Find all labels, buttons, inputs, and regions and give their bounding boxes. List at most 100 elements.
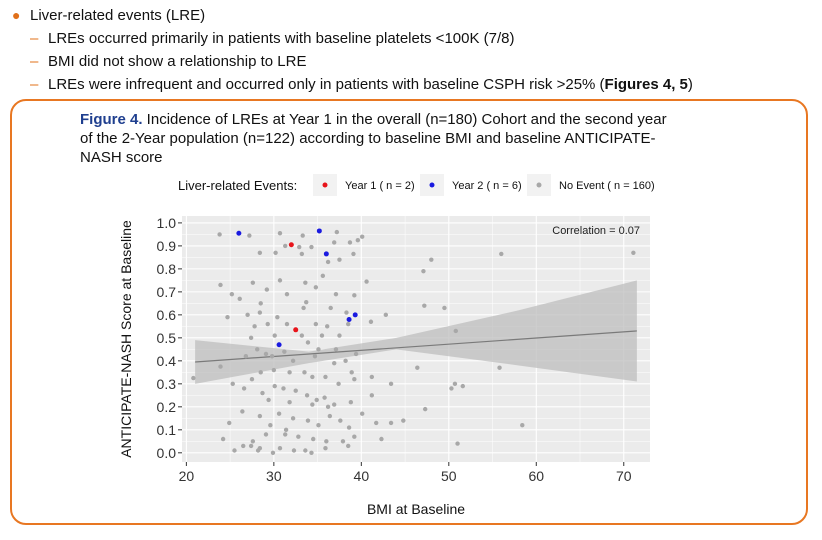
point-no-event	[287, 400, 292, 405]
y-tick-label: 1.0	[157, 215, 177, 231]
point-no-event	[284, 321, 290, 327]
point-no-event	[217, 232, 222, 237]
point-no-event	[422, 303, 427, 308]
point-no-event	[282, 349, 287, 354]
point-year2	[276, 342, 282, 348]
point-no-event	[283, 427, 289, 433]
point-no-event	[325, 324, 330, 329]
y-axis-label: ANTICIPATE-NASH Score at Baseline	[118, 220, 134, 458]
point-no-event	[348, 400, 354, 405]
point-no-event	[301, 305, 306, 311]
y-tick-label: 0.0	[157, 445, 177, 461]
point-no-event	[360, 234, 365, 239]
point-year2	[236, 230, 242, 236]
point-no-event	[290, 416, 296, 421]
point-no-event	[304, 300, 309, 305]
point-no-event	[453, 328, 459, 334]
point-no-event	[337, 333, 342, 338]
point-year2	[346, 316, 352, 322]
legend-label: Year 1 ( n = 2)	[345, 180, 415, 192]
point-no-event	[291, 448, 297, 453]
point-no-event	[248, 335, 254, 341]
point-no-event	[257, 413, 263, 419]
point-no-event	[351, 251, 356, 257]
point-no-event	[388, 420, 394, 426]
bullet-sub-2: – BMI did not show a relationship to LRE	[12, 50, 812, 73]
y-tick-label: 0.7	[157, 284, 177, 300]
point-no-event	[237, 296, 242, 301]
y-axis-ticks: 0.0 0.1 0.2 0.3 0.4 0.5 0.6 0.7 0.8 0.9 1.0	[157, 215, 182, 461]
y-tick-label: 0.4	[157, 353, 177, 369]
point-no-event	[312, 354, 318, 359]
point-no-event	[248, 443, 254, 449]
point-no-event	[324, 439, 329, 444]
point-no-event	[304, 393, 310, 398]
point-no-event	[337, 257, 342, 262]
point-no-event	[364, 279, 369, 284]
x-tick-label: 30	[266, 468, 282, 484]
point-no-event	[243, 354, 249, 359]
confidence-band	[195, 280, 637, 384]
x-axis-ticks: 20 30 40 50 60 70	[179, 462, 632, 484]
point-no-event	[520, 423, 525, 428]
bullet-sub-2-text: BMI did not show a relationship to LRE	[48, 53, 307, 70]
point-no-event	[305, 340, 311, 345]
legend-label: Year 2 ( n = 6)	[452, 180, 522, 192]
point-no-event	[257, 310, 263, 315]
point-no-event	[497, 365, 502, 370]
point-no-event	[269, 354, 275, 359]
point-no-event	[266, 397, 271, 403]
bullet-dot-icon: ●	[12, 7, 21, 23]
point-no-event	[264, 287, 270, 292]
legend-dot	[536, 182, 542, 188]
point-no-event	[325, 404, 331, 410]
point-no-event	[273, 250, 278, 255]
point-no-event	[272, 383, 277, 389]
point-no-event	[346, 425, 352, 430]
point-no-event	[373, 420, 379, 426]
point-no-event	[263, 351, 269, 357]
point-no-event	[255, 347, 260, 352]
legend-dot	[322, 182, 328, 188]
point-no-event	[268, 423, 273, 428]
point-no-event	[343, 358, 348, 364]
point-no-event	[344, 310, 349, 315]
data-points	[191, 228, 636, 456]
point-no-event	[422, 406, 428, 412]
point-no-event	[460, 383, 465, 389]
y-tick-label: 0.3	[157, 376, 177, 392]
point-no-event	[383, 312, 389, 318]
point-no-event	[360, 411, 365, 416]
point-year1	[288, 242, 294, 248]
point-no-event	[296, 434, 301, 439]
point-no-event	[283, 243, 288, 249]
point-no-event	[276, 411, 282, 416]
point-no-event	[250, 280, 256, 285]
dash-icon: –	[30, 30, 39, 47]
figure-caption-text: Incidence of LREs at Year 1 in the overa…	[80, 111, 667, 166]
point-no-event	[309, 244, 314, 250]
point-no-event	[421, 268, 426, 274]
point-no-event	[245, 312, 250, 318]
x-axis-label: BMI at Baseline	[367, 501, 465, 517]
point-no-event	[272, 333, 277, 338]
point-no-event	[314, 397, 319, 403]
point-no-event	[241, 443, 246, 449]
point-no-event	[232, 448, 237, 453]
legend: Year 1 ( n = 2) Year 2 ( n = 6) No Event (…	[313, 174, 655, 196]
point-no-event	[338, 418, 343, 423]
bullet-main-text: Liver-related events (LRE)	[30, 7, 206, 24]
x-tick-label: 50	[441, 468, 457, 484]
point-no-event	[290, 358, 296, 364]
point-no-event	[429, 257, 434, 262]
point-no-event	[388, 381, 394, 387]
bullet-sub-3-end: )	[687, 76, 693, 93]
x-tick-label: 70	[616, 468, 632, 484]
point-no-event	[252, 324, 257, 329]
point-no-event	[323, 446, 328, 451]
point-no-event	[320, 273, 326, 278]
point-no-event	[313, 285, 319, 290]
point-no-event	[310, 374, 315, 380]
legend-title: Liver-related Events:	[178, 178, 297, 193]
